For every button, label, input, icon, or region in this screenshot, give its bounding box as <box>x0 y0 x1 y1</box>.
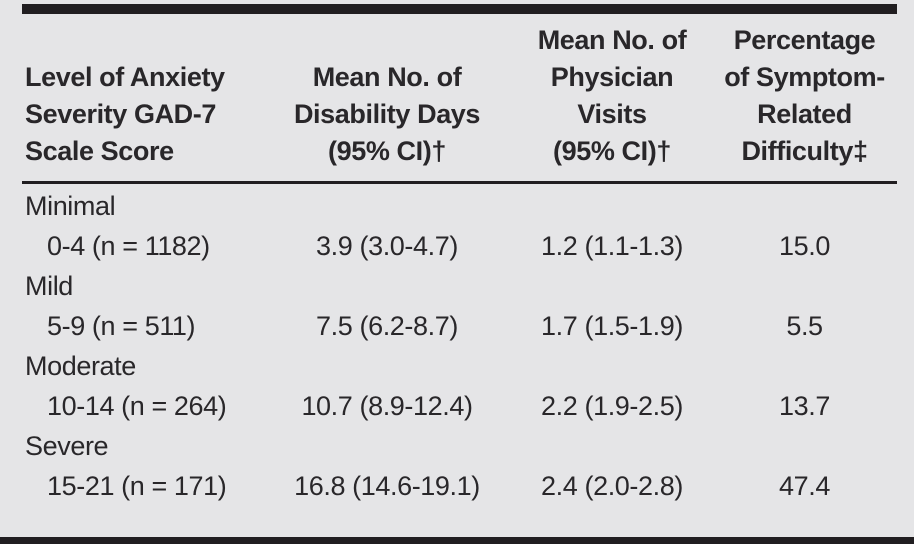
disability-days-cell: 10.7 (8.9-12.4) <box>301 391 473 421</box>
anxiety-severity-table: Level of Anxiety Severity GAD-7 Scale Sc… <box>22 4 897 506</box>
header-line: Mean No. of <box>312 62 462 92</box>
pct-difficulty-cell: 13.7 <box>779 391 830 421</box>
header-physician-visits: Mean No. of Physician Visits (95% CI)† <box>512 22 712 170</box>
header-line: Related <box>757 99 852 129</box>
table-header-row: Level of Anxiety Severity GAD-7 Scale Sc… <box>22 14 897 184</box>
physician-visits-cell: 1.2 (1.1-1.3) <box>541 231 683 261</box>
header-line: Disability Days <box>293 99 481 129</box>
header-line: of Symptom- <box>724 62 885 92</box>
score-range-cell: 5-9 (n = 511) <box>47 311 196 341</box>
severity-label: Minimal <box>25 191 116 221</box>
header-line: (95% CI)† <box>328 136 446 166</box>
header-line: Severity GAD-7 <box>25 99 216 129</box>
table-group-moderate: Moderate 10-14 (n = 264) 10.7 (8.9-12.4)… <box>22 346 897 426</box>
header-line: Scale Score <box>25 136 174 166</box>
severity-label: Mild <box>25 271 73 301</box>
pct-difficulty-cell: 47.4 <box>779 471 830 501</box>
header-line: Mean No. of <box>537 25 687 55</box>
header-symptom-difficulty: Percentage of Symptom- Related Difficult… <box>712 22 897 170</box>
physician-visits-cell: 2.4 (2.0-2.8) <box>541 471 683 501</box>
header-line: Difficulty‡ <box>741 136 868 166</box>
header-line: (95% CI)† <box>553 136 671 166</box>
header-line: Visits <box>577 99 647 129</box>
table-group-severe: Severe 15-21 (n = 171) 16.8 (14.6-19.1) … <box>22 426 897 506</box>
physician-visits-cell: 2.2 (1.9-2.5) <box>541 391 683 421</box>
header-line: Physician <box>550 62 674 92</box>
score-range-cell: 10-14 (n = 264) <box>47 391 227 421</box>
pct-difficulty-cell: 5.5 <box>786 311 823 341</box>
table-top-rule <box>22 4 897 14</box>
disability-days-cell: 16.8 (14.6-19.1) <box>294 471 480 501</box>
physician-visits-cell: 1.7 (1.5-1.9) <box>541 311 683 341</box>
header-anxiety-severity: Level of Anxiety Severity GAD-7 Scale Sc… <box>22 59 262 170</box>
table-group-minimal: Minimal 0-4 (n = 1182) 3.9 (3.0-4.7) 1.2… <box>22 186 897 266</box>
score-range-cell: 15-21 (n = 171) <box>47 471 227 501</box>
table-body: Minimal 0-4 (n = 1182) 3.9 (3.0-4.7) 1.2… <box>22 184 897 506</box>
header-disability-days: Mean No. of Disability Days (95% CI)† <box>262 59 512 170</box>
table-bottom-rule <box>0 537 914 544</box>
severity-label: Severe <box>25 431 109 461</box>
disability-days-cell: 7.5 (6.2-8.7) <box>316 311 458 341</box>
disability-days-cell: 3.9 (3.0-4.7) <box>316 231 458 261</box>
header-line: Percentage <box>733 25 876 55</box>
header-line: Level of Anxiety <box>25 62 225 92</box>
table-group-mild: Mild 5-9 (n = 511) 7.5 (6.2-8.7) 1.7 (1.… <box>22 266 897 346</box>
pct-difficulty-cell: 15.0 <box>779 231 830 261</box>
score-range-cell: 0-4 (n = 1182) <box>47 231 210 261</box>
severity-label: Moderate <box>25 351 136 381</box>
